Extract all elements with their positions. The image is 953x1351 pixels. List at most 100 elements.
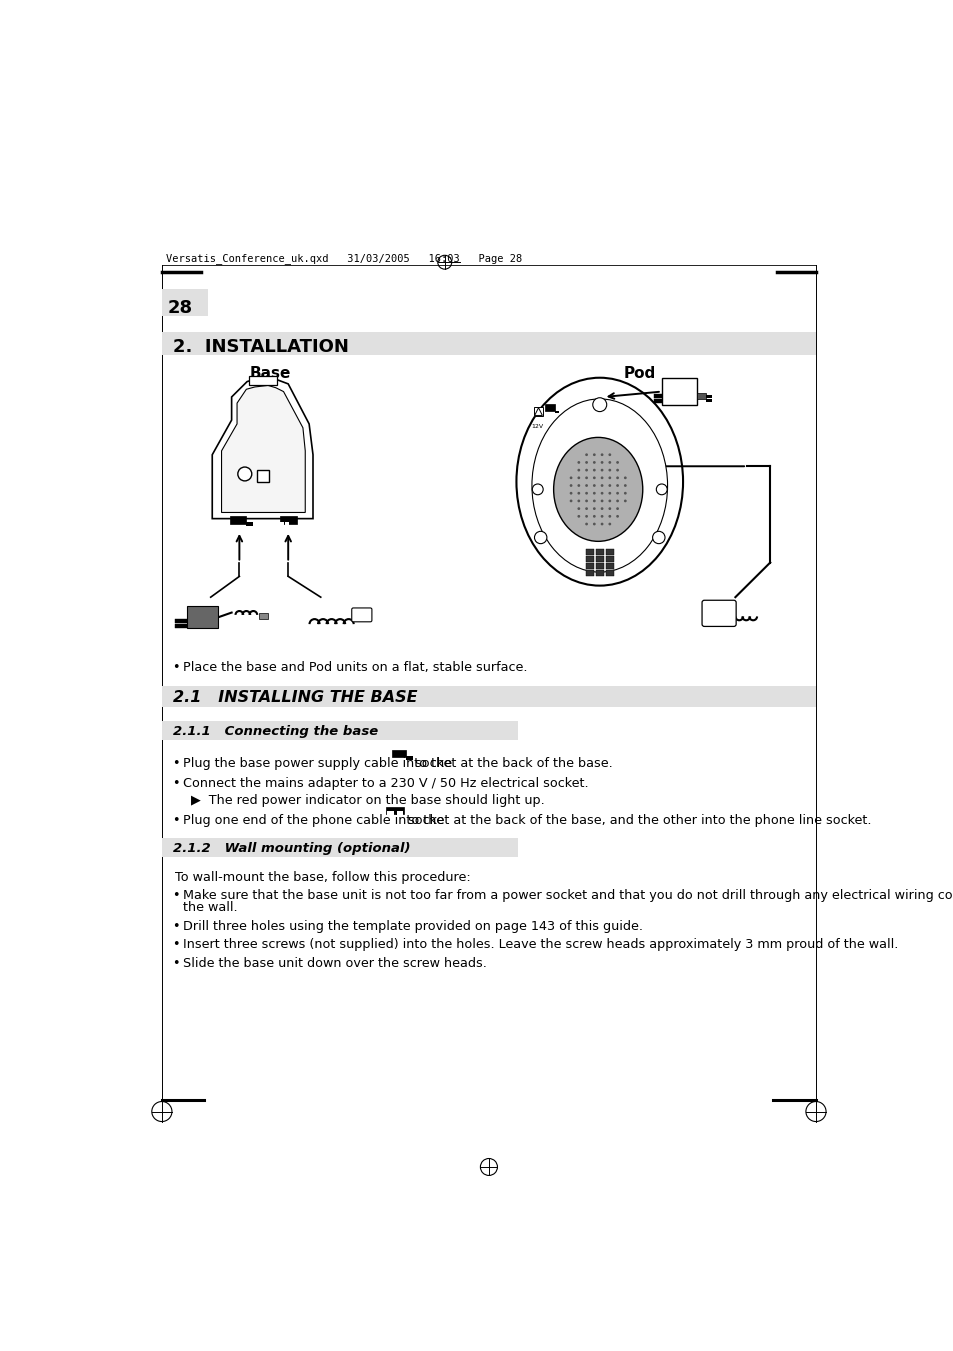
Circle shape: [623, 484, 626, 486]
Circle shape: [608, 484, 611, 486]
Circle shape: [616, 492, 618, 494]
Circle shape: [593, 469, 595, 471]
Circle shape: [569, 484, 572, 486]
Circle shape: [608, 454, 611, 457]
Bar: [596, 570, 603, 576]
Bar: [605, 550, 613, 555]
Circle shape: [593, 515, 595, 517]
Bar: [174, 619, 187, 623]
Bar: [654, 400, 661, 403]
Text: Connect the mains adapter to a 230 V / 50 Hz electrical socket.: Connect the mains adapter to a 230 V / 5…: [183, 777, 588, 789]
Bar: [585, 570, 593, 576]
Circle shape: [577, 477, 579, 480]
Polygon shape: [221, 385, 305, 512]
Bar: [654, 394, 661, 397]
Circle shape: [569, 492, 572, 494]
Bar: [258, 612, 268, 619]
Circle shape: [584, 523, 587, 526]
Text: Insert three screws (not supplied) into the holes. Leave the screw heads approxi: Insert three screws (not supplied) into …: [183, 939, 897, 951]
Circle shape: [608, 500, 611, 503]
Bar: [585, 550, 593, 555]
Circle shape: [616, 461, 618, 463]
Circle shape: [600, 515, 603, 517]
Circle shape: [577, 484, 579, 486]
Circle shape: [652, 531, 664, 543]
Circle shape: [584, 461, 587, 463]
Bar: [385, 807, 404, 815]
Circle shape: [584, 515, 587, 517]
Text: 2.1.2   Wall mounting (optional): 2.1.2 Wall mounting (optional): [173, 842, 411, 855]
Text: 12V: 12V: [531, 424, 543, 428]
Text: socket at the back of the base, and the other into the phone line socket.: socket at the back of the base, and the …: [407, 813, 870, 827]
Circle shape: [592, 397, 606, 412]
Circle shape: [584, 454, 587, 457]
Circle shape: [584, 507, 587, 511]
Bar: [406, 755, 413, 759]
Circle shape: [593, 484, 595, 486]
Text: ▶  The red power indicator on the base should light up.: ▶ The red power indicator on the base sh…: [191, 793, 544, 807]
Circle shape: [608, 523, 611, 526]
Text: Base: Base: [250, 366, 291, 381]
Bar: [555, 411, 558, 413]
Bar: [249, 376, 276, 385]
Circle shape: [600, 492, 603, 494]
Bar: [534, 407, 542, 416]
Text: 28: 28: [168, 299, 193, 317]
Bar: [605, 557, 613, 562]
Bar: [279, 521, 283, 527]
Circle shape: [656, 484, 666, 494]
Bar: [585, 563, 593, 569]
Circle shape: [577, 461, 579, 463]
Circle shape: [600, 461, 603, 463]
Circle shape: [608, 469, 611, 471]
Text: •: •: [172, 939, 179, 951]
Circle shape: [600, 484, 603, 486]
Circle shape: [593, 454, 595, 457]
Bar: [596, 550, 603, 555]
Text: 2.1   INSTALLING THE BASE: 2.1 INSTALLING THE BASE: [173, 690, 417, 705]
Text: socket at the back of the base.: socket at the back of the base.: [415, 757, 613, 770]
Text: Versatis_Conference_uk.qxd   31/03/2005   16:03   Page 28: Versatis_Conference_uk.qxd 31/03/2005 16…: [166, 253, 521, 263]
Circle shape: [577, 500, 579, 503]
Circle shape: [577, 507, 579, 511]
Circle shape: [616, 507, 618, 511]
Circle shape: [593, 500, 595, 503]
Bar: [596, 563, 603, 569]
Bar: [245, 521, 253, 527]
Text: •: •: [172, 757, 179, 770]
Circle shape: [584, 500, 587, 503]
Circle shape: [608, 507, 611, 511]
Circle shape: [577, 515, 579, 517]
Circle shape: [532, 484, 542, 494]
Circle shape: [616, 500, 618, 503]
FancyBboxPatch shape: [701, 600, 736, 627]
Text: •: •: [172, 777, 179, 789]
Circle shape: [616, 477, 618, 480]
Bar: [696, 393, 705, 400]
Circle shape: [600, 523, 603, 526]
Circle shape: [577, 469, 579, 471]
Ellipse shape: [532, 399, 667, 571]
Bar: [162, 331, 815, 354]
Circle shape: [600, 469, 603, 471]
Circle shape: [584, 484, 587, 486]
Text: •: •: [172, 813, 179, 827]
Circle shape: [593, 523, 595, 526]
Text: To wall-mount the base, follow this procedure:: To wall-mount the base, follow this proc…: [174, 870, 471, 884]
Text: •: •: [172, 889, 179, 902]
Bar: [162, 686, 815, 708]
Bar: [174, 624, 187, 628]
Circle shape: [608, 461, 611, 463]
Circle shape: [569, 500, 572, 503]
Circle shape: [534, 531, 546, 543]
Text: •: •: [172, 661, 179, 674]
Circle shape: [608, 492, 611, 494]
Bar: [230, 516, 245, 524]
Text: Pod: Pod: [623, 366, 656, 381]
Circle shape: [593, 492, 595, 494]
Bar: [257, 470, 269, 482]
Circle shape: [623, 500, 626, 503]
Circle shape: [616, 484, 618, 486]
Text: Make sure that the base unit is not too far from a power socket and that you do : Make sure that the base unit is not too …: [183, 889, 953, 902]
Circle shape: [593, 477, 595, 480]
